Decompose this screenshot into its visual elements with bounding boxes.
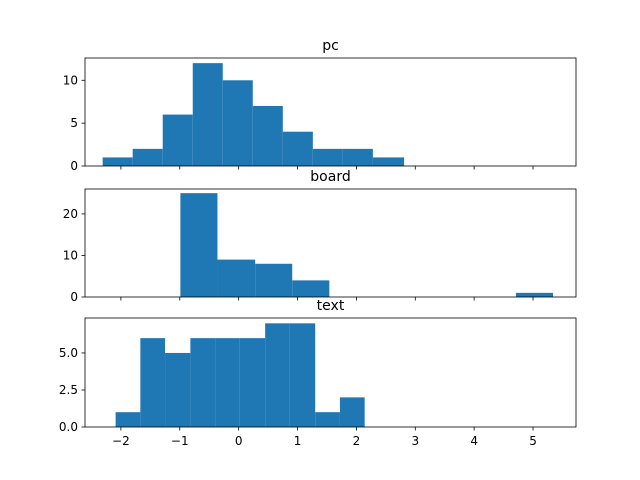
bar <box>239 338 266 427</box>
bar <box>165 352 191 427</box>
x-tick-label: 2 <box>353 434 361 448</box>
axes-frame <box>84 57 577 167</box>
y-tick-label: 20 <box>63 207 78 221</box>
axes-frame <box>84 317 577 428</box>
bar <box>515 292 554 297</box>
y-tick-label: 5.0 <box>59 346 78 360</box>
bar <box>339 397 365 427</box>
bar <box>190 338 216 427</box>
bar <box>180 193 218 297</box>
bar <box>115 412 141 427</box>
y-tick-label: 10 <box>63 248 78 262</box>
bar <box>372 157 405 166</box>
bar <box>215 338 240 427</box>
bar <box>255 263 293 297</box>
y-tick-label: 0 <box>70 159 78 173</box>
bar <box>292 280 330 297</box>
y-tick-label: 0 <box>70 290 78 304</box>
x-tick-label: 4 <box>470 434 478 448</box>
bar <box>289 323 316 427</box>
chart-title: board <box>310 169 350 185</box>
bar <box>162 114 193 166</box>
y-tick-label: 2.5 <box>59 383 78 397</box>
x-tick-label: 1 <box>294 434 302 448</box>
bar <box>282 131 313 166</box>
bar <box>265 323 290 427</box>
chart-title: text <box>317 298 345 314</box>
bar <box>140 338 166 427</box>
y-tick-label: 5 <box>70 116 78 130</box>
x-tick-label: 0 <box>235 434 243 448</box>
bar <box>342 148 373 166</box>
bar <box>192 63 223 167</box>
bar <box>102 157 133 166</box>
x-tick-label: 5 <box>529 434 537 448</box>
bar <box>217 259 256 297</box>
bar <box>252 106 283 166</box>
y-tick-label: 10 <box>63 73 78 87</box>
axes-frame <box>84 188 577 298</box>
bar <box>222 80 253 166</box>
bar <box>132 148 163 166</box>
chart-title: pc <box>322 38 339 54</box>
x-tick-label: 3 <box>411 434 419 448</box>
bar <box>312 148 343 166</box>
x-tick-label: −2 <box>112 434 130 448</box>
x-tick-label: −1 <box>171 434 189 448</box>
y-tick-label: 0.0 <box>59 420 78 434</box>
bar <box>315 412 340 427</box>
